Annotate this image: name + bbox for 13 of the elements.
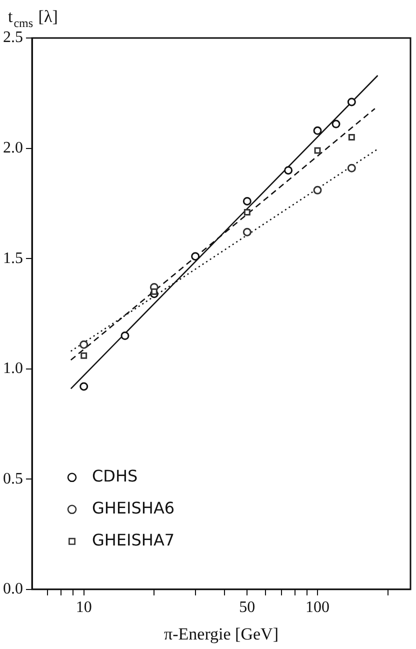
legend-label: GHEISHA7: [92, 530, 175, 550]
x-axis-title: π-Energie [GeV]: [164, 624, 278, 644]
y-tick-label: 2.5: [3, 29, 23, 46]
legend-label: GHEISHA6: [92, 498, 175, 518]
x-tick-label: 10: [76, 599, 92, 616]
x-tick-label: 100: [306, 599, 330, 616]
y-tick-label: 1.5: [3, 250, 23, 267]
y-tick-label: 2.0: [3, 139, 23, 156]
legend-label: CDHS: [92, 466, 138, 486]
y-tick-label: 0.0: [3, 580, 23, 598]
x-tick-label: 50: [239, 599, 256, 616]
y-tick-label: 0.5: [3, 470, 23, 488]
y-tick-label: 1.0: [3, 360, 23, 378]
